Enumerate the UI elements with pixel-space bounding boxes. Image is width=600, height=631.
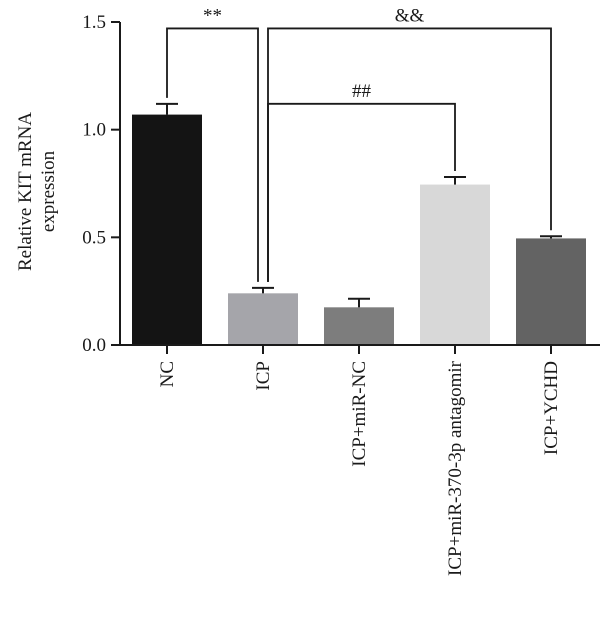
y-tick-label: 1.0 [82, 120, 106, 141]
y-tick-label: 0.5 [82, 227, 106, 248]
x-tick-label: ICP+YCHD [541, 361, 562, 455]
bar [228, 293, 298, 345]
y-axis-label: Relative KIT mRNA expression [15, 112, 59, 271]
significance-bracket [267, 102, 456, 282]
bar [516, 238, 586, 345]
y-tick-label: 0.0 [82, 335, 106, 356]
x-tick-label: ICP+miR-370-3p antagomir [445, 360, 466, 576]
x-tick-label: ICP [253, 361, 274, 391]
y-axis-label-line: Relative KIT mRNA [15, 112, 36, 271]
x-tick-label: ICP+miR-NC [349, 361, 370, 467]
significance-label: ## [352, 81, 372, 102]
significance-label: && [395, 5, 425, 26]
y-tick-label: 1.5 [82, 12, 106, 33]
bar [324, 307, 394, 345]
bar [132, 114, 202, 346]
y-axis-label-line: expression [38, 150, 59, 232]
bar [420, 184, 490, 345]
significance-label: ** [203, 5, 222, 26]
x-tick-label: NC [157, 361, 178, 387]
significance-bracket [166, 27, 259, 282]
significance-bracket [267, 27, 552, 282]
